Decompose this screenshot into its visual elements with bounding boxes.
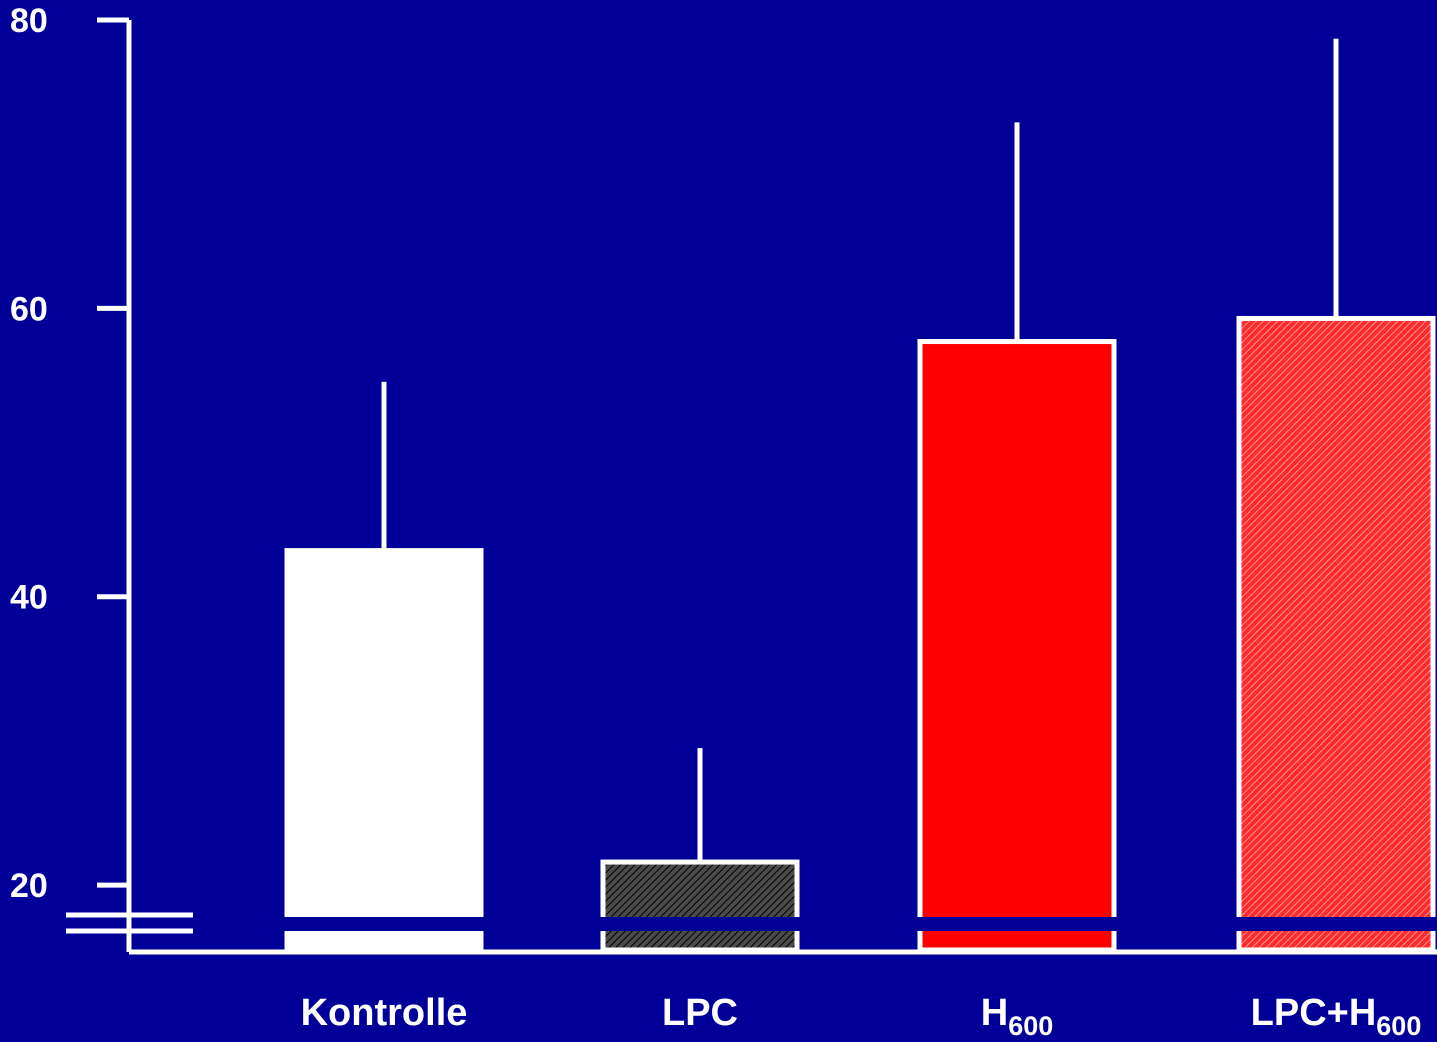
category-label-1: Kontrolle (301, 992, 468, 1034)
bar-break-gap-4 (1236, 917, 1436, 931)
category-label-4: LPC+H600 (1251, 992, 1422, 1041)
bar-1 (284, 548, 484, 953)
bar-3 (917, 339, 1117, 953)
bar-break-gap-3 (917, 917, 1117, 931)
y-tick-label-20: 20 (10, 867, 48, 905)
bar-break-gap-1 (284, 917, 484, 931)
bar-2 (600, 859, 800, 953)
bar-4 (1236, 315, 1436, 953)
y-tick-label-80: 80 (10, 2, 48, 40)
category-label-3: H600 (981, 992, 1054, 1041)
bar-break-gap-2 (600, 917, 800, 931)
y-tick-label-40: 40 (10, 579, 48, 617)
y-tick-label-60: 60 (10, 290, 48, 328)
category-label-2: LPC (662, 992, 738, 1034)
